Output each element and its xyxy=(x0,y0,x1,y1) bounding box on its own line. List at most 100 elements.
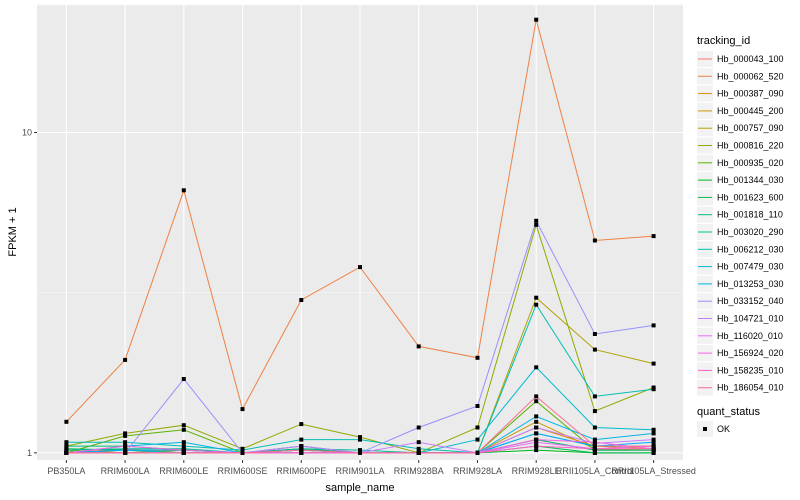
data-point xyxy=(358,437,362,442)
legend-label: Hb_000757_090 xyxy=(717,123,784,133)
data-point xyxy=(534,419,539,424)
data-point xyxy=(592,332,597,336)
data-point xyxy=(475,355,480,360)
data-point xyxy=(592,347,597,352)
data-point xyxy=(651,440,656,445)
data-point xyxy=(592,446,597,451)
data-point xyxy=(651,444,656,449)
x-tick-label: RRIM928LA xyxy=(453,466,502,476)
data-point xyxy=(181,448,186,453)
data-point xyxy=(534,448,539,453)
data-point xyxy=(651,361,656,366)
data-point xyxy=(123,440,128,445)
data-point xyxy=(592,444,597,449)
legend-label: Hb_001344_030 xyxy=(717,175,784,185)
data-point xyxy=(299,298,304,302)
x-tick-label: RRIM928LE xyxy=(512,466,561,476)
data-point xyxy=(592,238,597,243)
x-axis-title: sample_name xyxy=(325,482,394,494)
data-point xyxy=(181,188,186,193)
legend-label: Hb_000387_090 xyxy=(717,89,784,99)
data-point xyxy=(475,425,480,430)
x-tick-label: RRIM600LA xyxy=(101,466,150,476)
data-point xyxy=(534,365,539,370)
data-point xyxy=(534,399,539,404)
legend-label: Hb_001623_600 xyxy=(717,192,784,202)
x-tick-label: RRIM928BA xyxy=(394,466,444,476)
legend-label: Hb_000043_100 xyxy=(717,54,784,64)
legend-label: Hb_158235_010 xyxy=(717,365,784,375)
legend-items: Hb_000043_100 Hb_000062_520 Hb_000387_090 H… xyxy=(697,51,784,396)
data-point xyxy=(240,448,245,453)
data-point xyxy=(534,302,539,307)
legend-label: Hb_000816_220 xyxy=(717,141,784,151)
data-point xyxy=(592,440,597,445)
legend-label: Hb_003020_290 xyxy=(717,227,784,237)
x-axis: PB350LA RRIM600LA RRIM600LE RRIM600SE RRIM60… xyxy=(47,460,696,476)
legend-title: tracking_id xyxy=(697,35,750,47)
data-point xyxy=(358,448,362,453)
x-tick-label: RRIM600LE xyxy=(159,466,208,476)
legend-label: Hb_104721_010 xyxy=(717,314,784,324)
data-point xyxy=(534,222,539,227)
data-point xyxy=(651,431,656,436)
y-axis: 1 10 xyxy=(22,127,37,458)
data-point xyxy=(181,427,186,432)
data-point xyxy=(358,450,362,455)
x-tick-label: RRIM600PE xyxy=(276,466,326,476)
data-point xyxy=(240,450,245,455)
legend-label: Hb_006212_030 xyxy=(717,244,784,254)
data-point xyxy=(123,357,128,362)
x-tick-label: PB350LA xyxy=(47,466,85,476)
data-point xyxy=(299,448,304,453)
data-point xyxy=(651,234,656,239)
series-points xyxy=(64,17,656,455)
data-point xyxy=(181,440,186,445)
data-point xyxy=(299,444,304,449)
data-point xyxy=(64,419,69,424)
data-point xyxy=(534,431,539,436)
data-point xyxy=(181,377,186,381)
data-point xyxy=(64,444,69,449)
legend-label: Hb_001818_110 xyxy=(717,210,783,220)
data-point xyxy=(534,437,539,442)
data-point xyxy=(181,423,186,428)
data-point xyxy=(416,425,421,430)
data-point xyxy=(651,427,656,432)
data-point xyxy=(416,440,421,445)
data-point xyxy=(123,433,128,438)
data-point xyxy=(534,444,539,449)
data-point xyxy=(475,404,480,408)
data-point xyxy=(592,409,597,414)
data-point xyxy=(534,394,539,399)
data-point xyxy=(534,425,539,430)
data-point xyxy=(651,450,656,455)
data-point xyxy=(299,450,304,455)
data-point xyxy=(240,407,245,412)
data-point xyxy=(358,435,362,440)
legend-label: Hb_013253_030 xyxy=(717,279,784,289)
data-point xyxy=(592,425,597,430)
legend-label: Hb_156924_020 xyxy=(717,348,784,358)
data-point xyxy=(475,450,480,455)
data-point xyxy=(651,387,656,392)
data-point xyxy=(123,444,128,449)
data-point xyxy=(123,448,128,453)
x-tick-label: RRII105LA_Control xyxy=(556,466,634,476)
data-point xyxy=(651,437,656,442)
legend-label: Hb_033152_040 xyxy=(717,296,784,306)
data-point xyxy=(534,440,539,445)
data-point xyxy=(64,450,69,455)
data-point xyxy=(651,323,656,328)
x-tick-label: RRIM600SE xyxy=(218,466,268,476)
data-point xyxy=(534,17,539,22)
shape-legend-label: OK xyxy=(717,424,730,434)
data-point xyxy=(299,422,304,427)
data-point xyxy=(416,446,421,451)
legend-label: Hb_116020_010 xyxy=(717,331,783,341)
data-point xyxy=(123,431,128,436)
data-point xyxy=(416,344,421,349)
data-point xyxy=(592,394,597,399)
legend-label: Hb_000062_520 xyxy=(717,71,784,81)
